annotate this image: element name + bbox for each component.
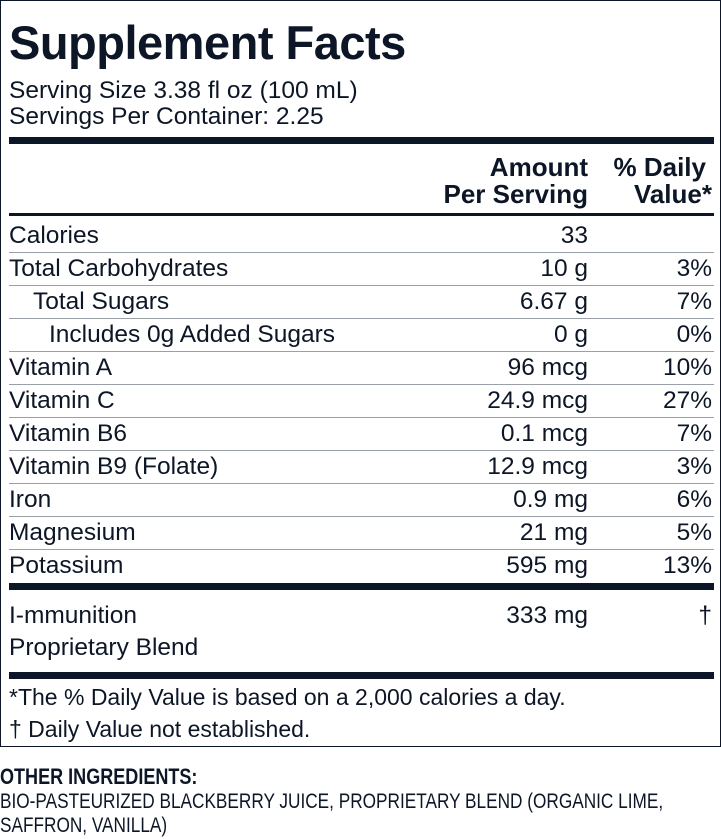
nutrient-name: Vitamin A [9, 354, 113, 381]
nutrient-name: Includes 0g Added Sugars [49, 321, 336, 348]
nutrient-amount: 12.9 mcg [487, 453, 588, 480]
row-rule [9, 351, 714, 352]
servings-per-container: Servings Per Container: 2.25 [9, 103, 324, 130]
nutrient-name: Potassium [9, 552, 124, 579]
divider [9, 583, 714, 590]
row-rule [9, 252, 714, 253]
facts-panel: Supplement Facts Serving Size 3.38 fl oz… [0, 0, 721, 747]
dv-header: % Daily [613, 152, 707, 182]
nutrient-name: Iron [9, 486, 52, 513]
row-rule [9, 285, 714, 286]
blend-name: Proprietary Blend [9, 634, 199, 661]
footnote: *The % Daily Value is based on a 2,000 c… [9, 684, 566, 710]
nutrient-dv: 5% [676, 519, 712, 546]
nutrient-name: Calories [9, 222, 99, 249]
other-ingredients-heading: OTHER INGREDIENTS: [0, 764, 198, 789]
nutrient-dv: 6% [676, 486, 712, 513]
nutrient-amount: 24.9 mcg [487, 387, 588, 414]
nutrient-dv: 3% [676, 255, 712, 282]
nutrient-dv: 7% [676, 420, 712, 447]
row-rule [9, 318, 714, 319]
nutrient-amount: 595 mg [506, 552, 588, 579]
divider [9, 672, 714, 679]
blend-amount: 333 mg [506, 602, 588, 629]
nutrient-dv: 3% [676, 453, 712, 480]
amount-header: Amount [489, 152, 588, 182]
blend-dv: † [698, 602, 712, 629]
nutrient-dv: 0% [676, 321, 712, 348]
nutrient-amount: 0.1 mcg [500, 420, 588, 447]
nutrient-name: Vitamin B6 [9, 420, 128, 447]
nutrient-amount: 33 [560, 222, 588, 249]
nutrient-amount: 10 g [540, 255, 588, 282]
nutrient-amount: 0 g [553, 321, 588, 348]
row-rule [9, 549, 714, 550]
blend-name: I-mmunition [9, 602, 137, 629]
serving-size: Serving Size 3.38 fl oz (100 mL) [9, 77, 358, 104]
nutrient-name: Vitamin C [9, 387, 115, 414]
nutrient-dv: 10% [662, 354, 712, 381]
amount-header: Per Serving [443, 179, 588, 209]
title: Supplement Facts [9, 16, 406, 69]
nutrient-amount: 21 mg [519, 519, 588, 546]
nutrient-amount: 96 mcg [507, 354, 588, 381]
divider [9, 137, 714, 144]
nutrient-dv: 13% [662, 552, 712, 579]
row-rule [9, 417, 714, 418]
nutrient-name: Total Carbohydrates [9, 255, 229, 282]
other-ingredients-text: BIO-PASTEURIZED BLACKBERRY JUICE, PROPRI… [0, 790, 664, 837]
nutrient-name: Magnesium [9, 519, 136, 546]
divider [9, 213, 714, 216]
dv-header: Value* [633, 179, 712, 209]
nutrient-name: Vitamin B9 (Folate) [9, 453, 219, 480]
footnote: † Daily Value not established. [9, 716, 311, 742]
row-rule [9, 516, 714, 517]
nutrient-dv: 27% [662, 387, 712, 414]
nutrient-amount: 0.9 mg [513, 486, 588, 513]
row-rule [9, 483, 714, 484]
nutrient-amount: 6.67 g [519, 288, 588, 315]
nutrient-dv: 7% [676, 288, 712, 315]
nutrient-name: Total Sugars [33, 288, 170, 315]
row-rule [9, 450, 714, 451]
row-rule [9, 384, 714, 385]
